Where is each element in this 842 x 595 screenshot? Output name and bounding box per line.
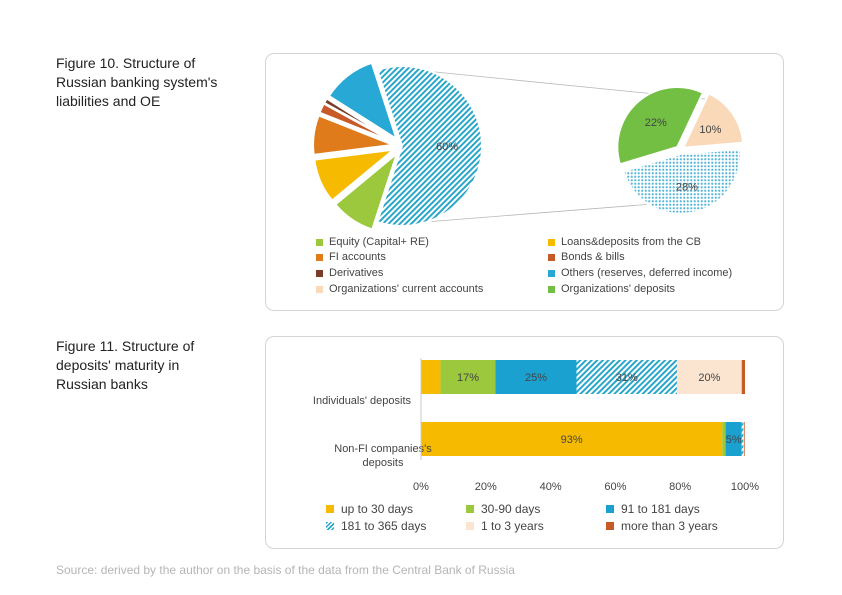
legend-label: Organizations' current accounts [329, 283, 484, 295]
x-tick-label: 0% [413, 481, 429, 493]
legend-label: Derivatives [329, 267, 384, 279]
breakout-slice-label: 28% [676, 181, 698, 193]
bar-data-label: 31% [616, 372, 638, 384]
legend-swatch [548, 238, 555, 246]
legend-label: 30-90 days [481, 502, 541, 516]
legend-item: Organizations' deposits [548, 283, 675, 295]
legend-label: 181 to 365 days [341, 519, 427, 533]
legend-item: Others (reserves, deferred income) [548, 267, 732, 279]
figure-10-title-line: liabilities and OE [56, 93, 161, 109]
figure-11-title-line: deposits' maturity in [56, 357, 180, 373]
breakout-slice [616, 85, 705, 166]
legend-swatch [606, 505, 614, 513]
category-label: deposits [363, 457, 404, 469]
bar-segment [722, 422, 726, 456]
breakout-slice-label: 22% [645, 117, 667, 129]
figure-11-title-line: Figure 11. Structure of [56, 338, 195, 354]
bar-segment [440, 360, 496, 394]
legend-item: more than 3 years [606, 519, 718, 533]
bar-segment [725, 422, 742, 456]
figure-10-title-line: Figure 10. Structure of [56, 55, 196, 71]
bar-segment [421, 422, 723, 456]
bar-group: 17% 25% 31% 20% Individuals' deposits 93% 5% No… [313, 358, 759, 493]
legend-label: Loans&deposits from the CB [561, 236, 702, 248]
breakout-slice [681, 92, 745, 149]
legend-item: 30-90 days [466, 502, 540, 516]
legend-label: FI accounts [329, 251, 386, 263]
legend-swatch [548, 285, 555, 293]
bar-segment [576, 360, 677, 394]
pie-slice [327, 61, 399, 142]
main-pie-group: 60% [312, 61, 483, 231]
pie-slice [376, 65, 483, 227]
bar-data-label: 5% [726, 434, 742, 446]
breakout-connector-bottom [424, 202, 666, 223]
legend-item: Derivatives [316, 267, 383, 279]
legend-label: 1 to 3 years [481, 519, 544, 533]
legend-label: up to 30 days [341, 502, 414, 516]
category-label: Non-FI companies's [334, 443, 432, 455]
legend-item: Loans&deposits from the CB [548, 236, 701, 248]
legend-label: Bonds & bills [561, 251, 625, 263]
legend-label: Others (reserves, deferred income) [561, 267, 733, 279]
bar-data-label: 25% [525, 372, 547, 384]
figure-10-title: Figure 10. Structure of Russian banking … [56, 54, 217, 111]
legend-item: Bonds & bills [548, 251, 625, 263]
x-tick-label: 20% [475, 481, 497, 493]
bar-segment [421, 360, 441, 394]
figure-11-title-line: Russian banks [56, 376, 148, 392]
source-note: Source: derived by the author on the bas… [56, 563, 515, 577]
legend-item: Organizations' current accounts [316, 283, 483, 295]
pie-slice [322, 97, 395, 143]
bar-segment [743, 422, 745, 456]
bar-segment [741, 422, 744, 456]
legend-swatch [316, 238, 323, 246]
legend-item: 181 to 365 days [326, 519, 426, 533]
legend-swatch [606, 522, 614, 530]
legend-swatch [316, 285, 323, 293]
bar-segment [741, 360, 745, 394]
bar-segment [676, 360, 742, 394]
legend-label: Organizations' deposits [561, 283, 675, 295]
x-tick-label: 80% [669, 481, 691, 493]
figure-10-title-line: Russian banking system's [56, 74, 218, 90]
bar-segment [744, 422, 745, 456]
legend-swatch [316, 253, 323, 261]
legend-item: up to 30 days [326, 502, 413, 516]
category-label: Individuals' deposits [313, 395, 412, 407]
legend-item: FI accounts [316, 251, 386, 263]
legend-swatch [466, 522, 474, 530]
legend-item: 1 to 3 years [466, 519, 544, 533]
bar-data-label: 20% [698, 372, 720, 384]
legend-label: Equity (Capital+ RE) [329, 236, 429, 248]
x-tick-label: 100% [731, 481, 759, 493]
legend-label: 91 to 181 days [621, 502, 700, 516]
bar-data-label: 93% [561, 434, 583, 446]
x-tick-label: 60% [604, 481, 626, 493]
legend-swatch [466, 505, 474, 513]
legend-swatch [326, 522, 334, 530]
pie-slice [333, 150, 399, 231]
breakout-slice-label: 10% [699, 124, 721, 136]
bar-data-label: 17% [457, 372, 479, 384]
x-tick-label: 40% [540, 481, 562, 493]
legend-label: more than 3 years [621, 519, 718, 533]
breakout-pie-group: 22% 10% 28% [616, 85, 745, 215]
pie-slice [312, 114, 394, 157]
legend-swatch [326, 505, 334, 513]
bar-segment [495, 360, 577, 394]
legend-swatch [548, 253, 555, 261]
legend-swatch [548, 269, 555, 277]
pie-slice-label: 60% [436, 141, 458, 153]
legend-swatch [316, 269, 323, 277]
figure-11-title: Figure 11. Structure of deposits' maturi… [56, 337, 194, 394]
legend-item: 91 to 181 days [606, 502, 700, 516]
legend-item: Equity (Capital+ RE) [316, 236, 429, 248]
pie-slice [313, 148, 398, 202]
breakout-slice [622, 147, 742, 215]
